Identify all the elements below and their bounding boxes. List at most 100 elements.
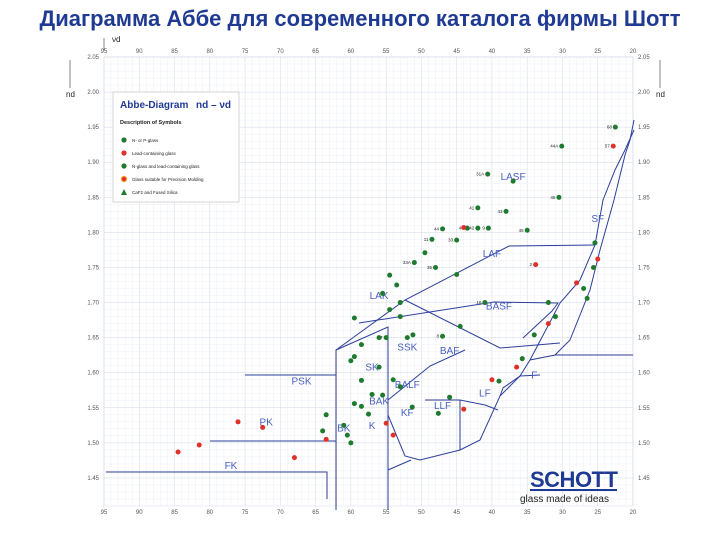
x-tick-label-bottom: 65 bbox=[312, 510, 319, 516]
chart-axes: 95 95 90 90 85 85 80 80 75 75 70 70 65 65 60 60 55 55 50 50… bbox=[66, 35, 665, 516]
region-label: LLF bbox=[434, 401, 451, 412]
glass-point bbox=[475, 205, 481, 211]
glass-point bbox=[435, 410, 441, 416]
y-tick-label-left: 1.45 bbox=[87, 476, 99, 482]
glass-point bbox=[545, 300, 551, 306]
glass-point bbox=[454, 271, 460, 277]
glass-point bbox=[485, 171, 491, 177]
glass-point bbox=[524, 227, 530, 233]
glass-point-label: 9 bbox=[482, 226, 485, 231]
glass-point-label: 33A bbox=[403, 260, 411, 265]
glass-point bbox=[612, 124, 618, 130]
glass-point bbox=[175, 449, 181, 455]
y-tick-label-right: 2.05 bbox=[638, 55, 650, 61]
y-tick-label-right: 1.50 bbox=[638, 441, 650, 447]
glass-point-label: 31A bbox=[476, 172, 484, 177]
glass-point bbox=[358, 377, 364, 383]
glass-point bbox=[447, 394, 453, 400]
glass-point bbox=[323, 412, 329, 418]
glass-point bbox=[581, 286, 587, 292]
y-tick-label-right: 1.95 bbox=[638, 125, 650, 131]
x-tick-label-top: 50 bbox=[418, 49, 425, 55]
y-tick-label-left: 1.80 bbox=[87, 230, 99, 236]
region-label: BK bbox=[337, 424, 351, 435]
glass-point-label: 44A bbox=[550, 144, 558, 149]
glass-point bbox=[351, 354, 357, 360]
x-tick-label-bottom: 50 bbox=[418, 510, 425, 516]
x-tick-label-bottom: 25 bbox=[594, 510, 601, 516]
y-tick-label-left: 1.95 bbox=[87, 125, 99, 131]
y-tick-label-right: 1.70 bbox=[638, 301, 650, 307]
glass-point bbox=[429, 236, 435, 242]
glass-point bbox=[291, 455, 297, 461]
x-tick-label-top: 75 bbox=[242, 49, 249, 55]
legend-item-label: Lead-containing glass bbox=[132, 151, 177, 156]
glass-point-label: 45 bbox=[519, 228, 525, 233]
glass-point-label: 41 bbox=[469, 205, 475, 210]
glass-point bbox=[514, 364, 520, 370]
legend-title: Abbe-Diagram bbox=[120, 100, 188, 111]
y-tick-label-left: 1.75 bbox=[87, 265, 99, 271]
x-tick-label-top: 20 bbox=[630, 49, 637, 55]
glass-point bbox=[531, 332, 537, 338]
glass-point bbox=[260, 424, 266, 430]
legend-item-label: N-glass and lead-containing glass bbox=[132, 164, 200, 169]
x-tick-label-top: 90 bbox=[136, 49, 143, 55]
glass-point bbox=[390, 377, 396, 383]
region-label: BAF bbox=[440, 346, 459, 357]
x-tick-label-bottom: 75 bbox=[242, 510, 249, 516]
region-label: BASF bbox=[486, 302, 512, 313]
region-label: KF bbox=[401, 408, 414, 419]
glass-region-boundaries bbox=[106, 119, 635, 510]
glass-point bbox=[489, 377, 495, 383]
glass-point bbox=[390, 432, 396, 438]
glass-point bbox=[559, 143, 565, 149]
y-tick-label-left: 1.65 bbox=[87, 336, 99, 342]
glass-point bbox=[358, 342, 364, 348]
y-tick-label-right: 1.75 bbox=[638, 265, 650, 271]
glass-point bbox=[461, 406, 467, 412]
glass-point bbox=[510, 178, 516, 184]
glass-point bbox=[591, 264, 597, 270]
legend-formula: nd – νd bbox=[196, 100, 231, 111]
x-tick-label-bottom: 80 bbox=[206, 510, 213, 516]
glass-point-label: 16 bbox=[476, 300, 482, 305]
glass-point bbox=[545, 321, 551, 327]
x-tick-label-top: 30 bbox=[559, 49, 566, 55]
glass-point bbox=[341, 422, 347, 428]
x-tick-label-top: 85 bbox=[171, 49, 178, 55]
glass-point-label: 44 bbox=[434, 226, 440, 231]
x-tick-label-top: 60 bbox=[348, 49, 355, 55]
x-tick-label-bottom: 85 bbox=[171, 510, 178, 516]
glass-point-label: 33 bbox=[448, 238, 454, 243]
slide-title: Диаграмма Аббе для современного каталога… bbox=[39, 6, 681, 31]
glass-point bbox=[404, 335, 410, 341]
glass-point bbox=[397, 300, 403, 306]
legend-dot-icon bbox=[121, 150, 127, 156]
glass-point bbox=[383, 335, 389, 341]
glass-point bbox=[351, 315, 357, 321]
glass-point bbox=[422, 250, 428, 256]
glass-point bbox=[394, 282, 400, 288]
x-tick-label-bottom: 45 bbox=[453, 510, 460, 516]
glass-point bbox=[366, 411, 371, 417]
glass-point bbox=[323, 436, 329, 442]
glass-point bbox=[556, 194, 562, 200]
region-label: BALF bbox=[395, 380, 420, 391]
glass-point bbox=[320, 428, 326, 434]
x-axis-label: νd bbox=[112, 35, 120, 44]
y-axis-label-left: nd bbox=[66, 90, 75, 99]
glass-point bbox=[519, 356, 525, 362]
y-tick-label-right: 1.85 bbox=[638, 195, 650, 201]
legend-dot-icon bbox=[121, 137, 127, 143]
glass-point bbox=[433, 264, 439, 270]
x-tick-label-top: 70 bbox=[277, 49, 284, 55]
x-tick-label-bottom: 35 bbox=[524, 510, 531, 516]
region-label: K bbox=[369, 421, 376, 432]
glass-point bbox=[610, 143, 616, 149]
glass-point bbox=[592, 240, 598, 246]
glass-point bbox=[351, 401, 357, 407]
region-label: LF bbox=[479, 389, 491, 400]
x-tick-label-top: 95 bbox=[101, 49, 108, 55]
glass-point bbox=[461, 224, 467, 230]
